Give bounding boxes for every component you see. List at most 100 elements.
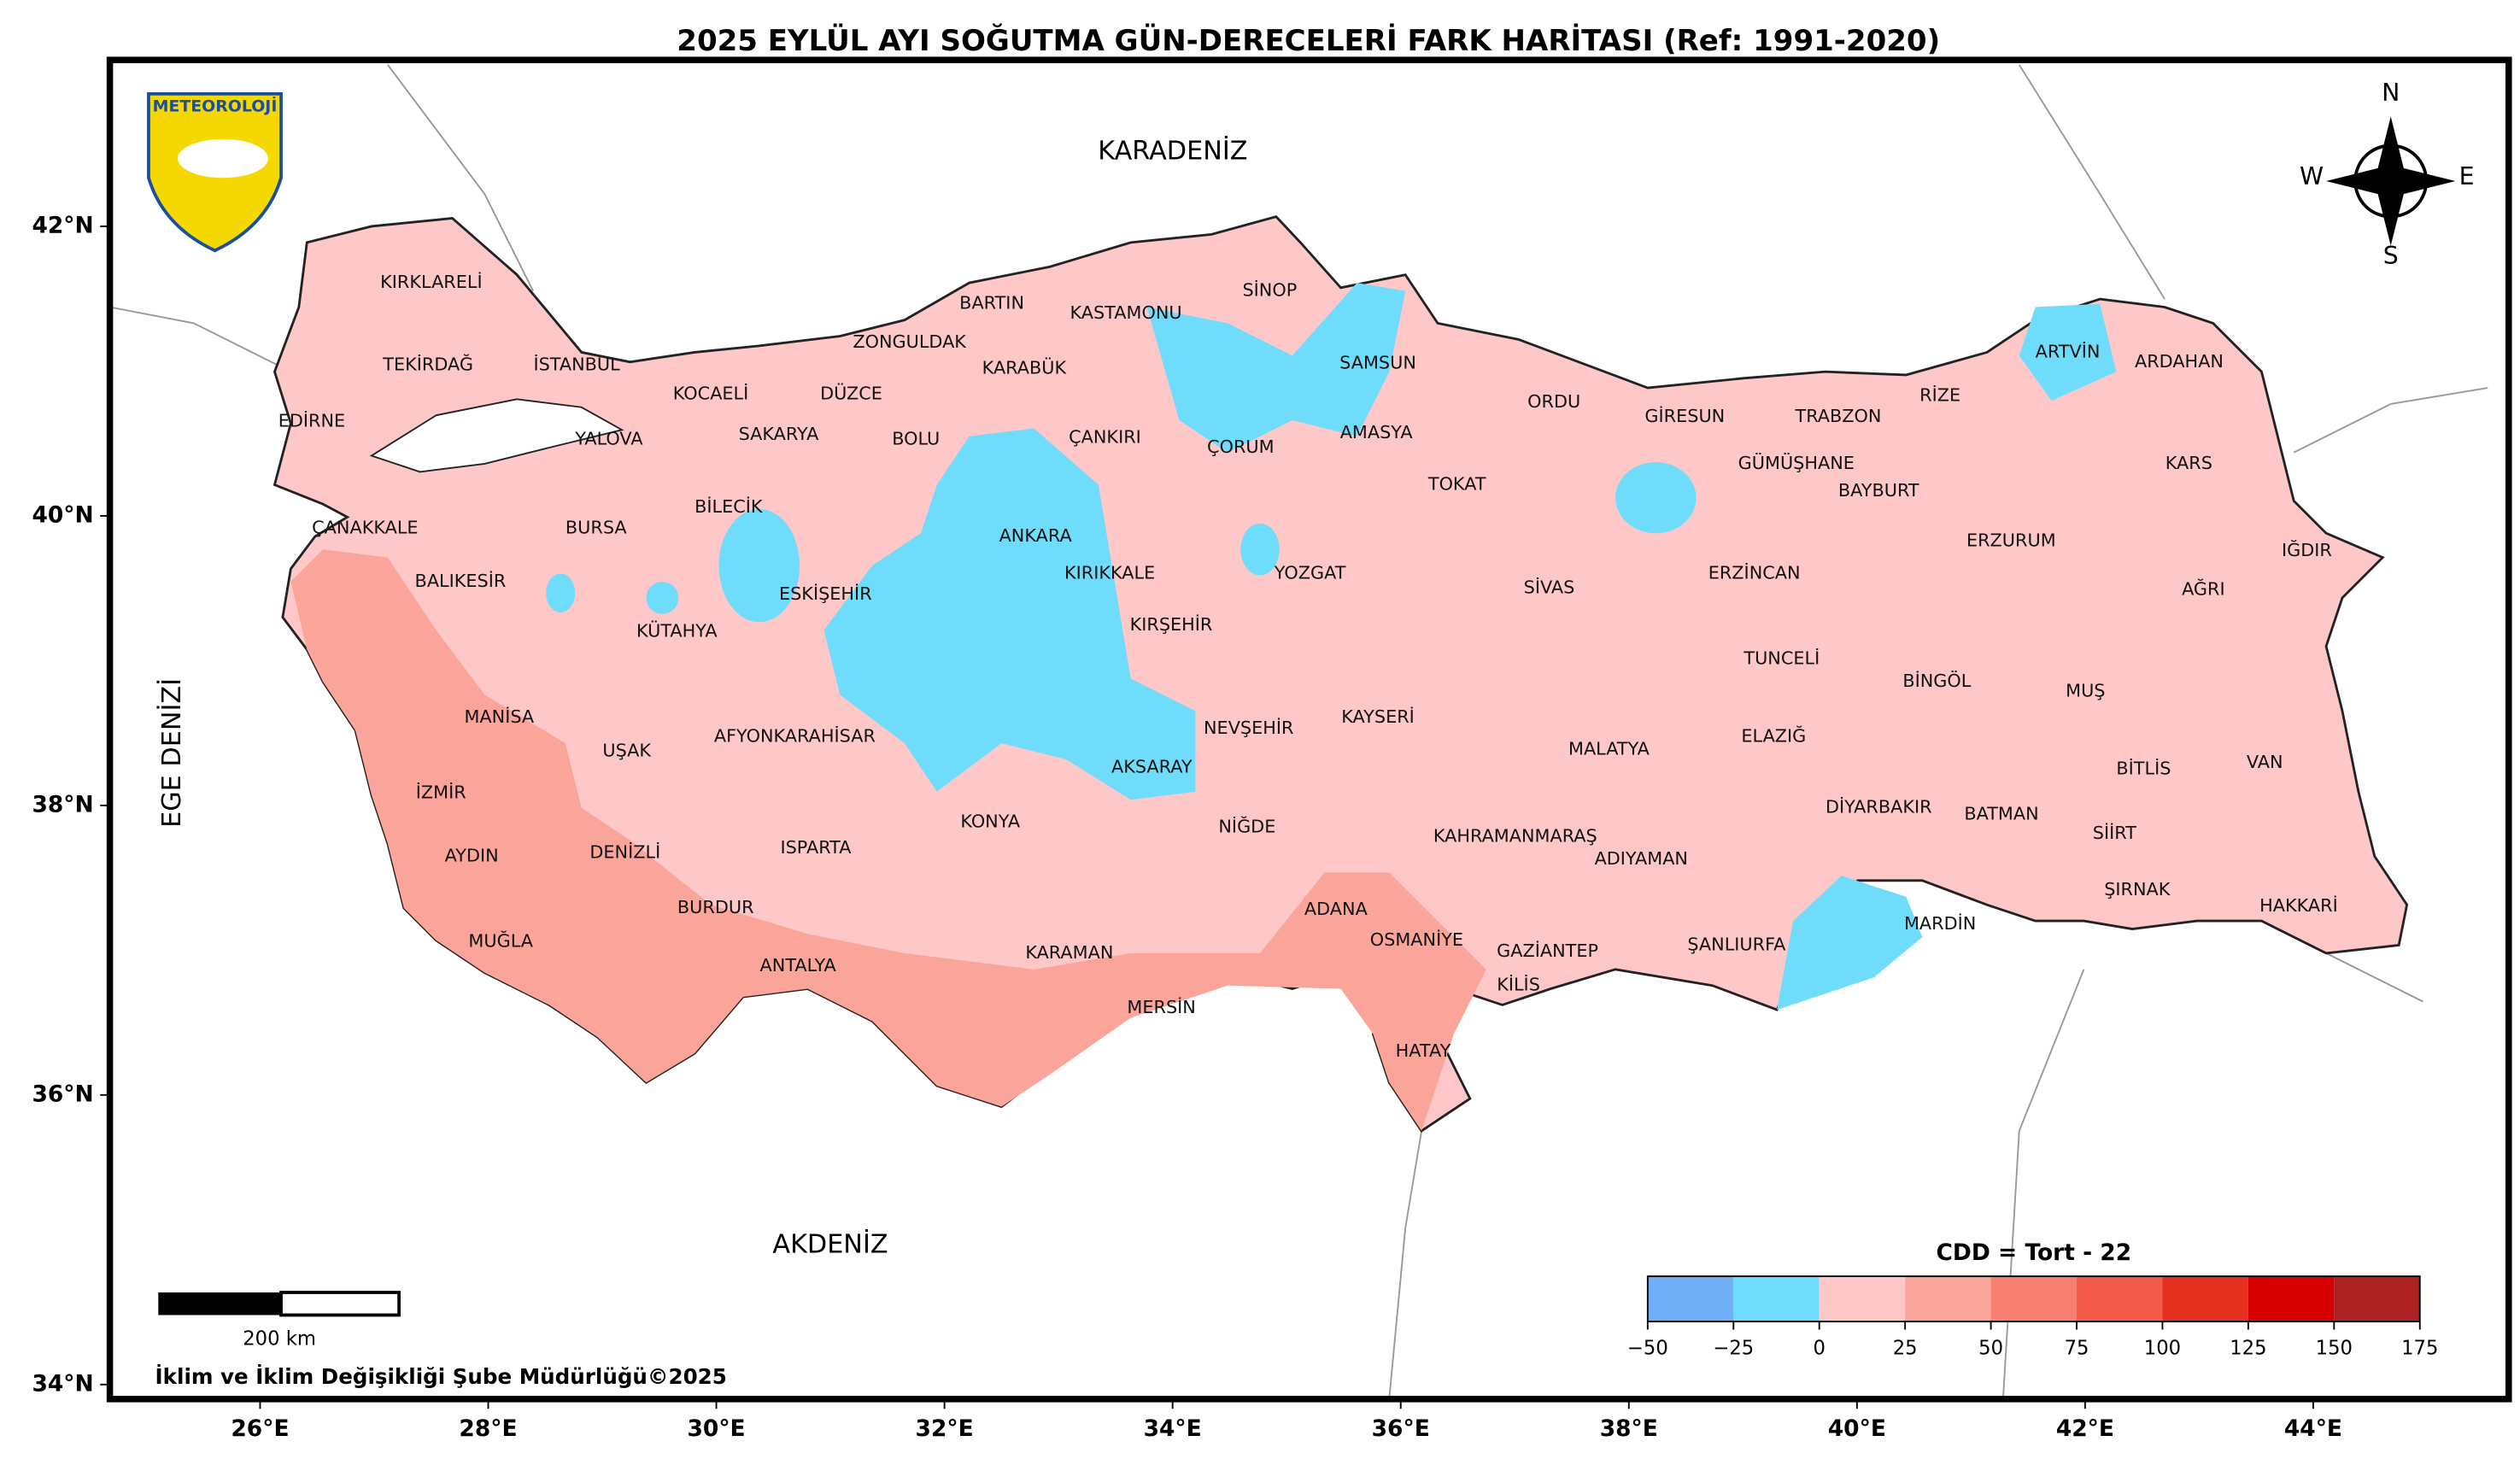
province-label: BİLECİK [694, 495, 764, 517]
colorbar-title: CDD = Tort - 22 [1936, 1239, 2131, 1266]
province-label: KONYA [960, 812, 1021, 832]
compass-w: W [2300, 162, 2324, 190]
province-label: ESKİŞEHİR [779, 583, 872, 604]
province-label: BATMAN [1964, 803, 2038, 823]
scale-bar-label: 200 km [243, 1327, 316, 1350]
compass-e: E [2459, 162, 2475, 190]
province-label: ŞANLIURFA [1687, 934, 1786, 954]
province-label: ANKARA [999, 525, 1073, 546]
scale-bar-black [158, 1292, 282, 1315]
province-label: İZMİR [416, 782, 466, 803]
colorbar-tick-label: −25 [1713, 1338, 1754, 1360]
province-label: BİNGÖL [1902, 670, 1971, 691]
province-label: ORDU [1527, 391, 1580, 412]
cool-region [1146, 283, 1406, 453]
scale-bar: 200 km [158, 1291, 401, 1350]
colorbar-tick-label: 150 [2316, 1338, 2353, 1360]
colorbar-segment [1647, 1276, 1734, 1322]
province-label: ÇANAKKALE [312, 518, 418, 538]
province-label: KOCAELİ [673, 383, 748, 404]
province-label: AKSARAY [1111, 756, 1193, 776]
map-area [109, 60, 2509, 1399]
province-label: MERSİN [1127, 996, 1195, 1017]
cool-region [1777, 876, 1923, 1011]
compass-rose [2326, 116, 2456, 246]
province-label: ÇANKIRI [1069, 427, 1141, 448]
y-tick-label: 42°N [32, 212, 93, 238]
province-label: ZONGULDAK [853, 331, 967, 352]
neighbor-borders [109, 64, 2488, 1399]
cool-region [718, 508, 800, 623]
province-label: ELAZIĞ [1741, 725, 1806, 747]
province-label: KIRŞEHİR [1130, 613, 1213, 635]
x-tick-label: 28°E [459, 1415, 517, 1442]
province-label: KARABÜK [982, 356, 1068, 378]
y-tick-label: 34°N [32, 1370, 93, 1397]
province-label: KIRKLARELİ [380, 271, 482, 292]
x-tick-label: 34°E [1144, 1415, 1202, 1442]
cool-region [546, 573, 576, 612]
province-label: ARDAHAN [2135, 351, 2224, 372]
province-label: UŞAK [602, 741, 652, 761]
province-label: TEKİRDAĞ [382, 354, 473, 375]
cool-region [646, 581, 679, 614]
province-label: KARS [2165, 453, 2212, 473]
province-label: KIRIKKALE [1064, 563, 1155, 583]
x-tick-label: 32°E [916, 1415, 974, 1442]
province-label: GÜMÜŞHANE [1738, 452, 1855, 473]
colorbar-tick-label: 175 [2401, 1338, 2438, 1360]
logo-cloud [178, 138, 268, 179]
cool-regions [546, 283, 2117, 1011]
y-tick-label: 38°N [32, 791, 93, 817]
cool-region [1240, 523, 1280, 576]
province-label: ANTALYA [760, 955, 837, 976]
scale-bar-white [279, 1291, 401, 1317]
cool-region [823, 428, 1196, 800]
province-label: ÇORUM [1207, 437, 1275, 457]
province-label: NEVŞEHİR [1204, 717, 1294, 738]
province-label: YALOVA [574, 429, 643, 449]
compass-ring [2353, 144, 2429, 219]
x-tick-label: 26°E [231, 1415, 289, 1442]
x-tick-label: 38°E [1600, 1415, 1658, 1442]
province-label: SİNOP [1242, 279, 1297, 301]
colorbar-segment [1990, 1276, 2078, 1322]
province-label: EDİRNE [278, 410, 345, 431]
province-label: BURSA [566, 518, 628, 538]
province-label: TUNCELİ [1743, 647, 1820, 669]
province-label: DİYARBAKIR [1826, 796, 1932, 817]
colorbar-tick-label: −50 [1627, 1338, 1668, 1360]
credit: İklim ve İklim Değişikliği Şube Müdürlüğ… [155, 1364, 727, 1389]
compass-n: N [2382, 79, 2400, 107]
colorbar-tick-label: 75 [2065, 1338, 2089, 1360]
province-label: KARAMAN [1025, 942, 1113, 963]
colorbar-frame [1646, 1275, 2421, 1323]
province-label: AFYONKARAHİSAR [714, 725, 876, 747]
province-label: ARTVİN [2036, 340, 2101, 361]
cool-region [2019, 303, 2117, 401]
province-label: SAKARYA [739, 424, 820, 444]
province-label: BAYBURT [1838, 480, 1919, 501]
colorbar-segment [1819, 1276, 1906, 1322]
province-label: BALIKESİR [415, 570, 507, 591]
logo-text: METEOROLOJİ [153, 96, 278, 116]
x-tick-label: 44°E [2284, 1415, 2342, 1442]
logo: METEOROLOJİ [147, 91, 283, 253]
province-label: IĞDIR [2282, 539, 2332, 560]
province-label: TOKAT [1427, 474, 1486, 495]
province-label: ADIYAMAN [1595, 848, 1688, 869]
province-label: MANİSA [464, 706, 534, 727]
province-label: DENİZLİ [589, 841, 660, 863]
x-tick-label: 30°E [687, 1415, 745, 1442]
colorbar-tick-label: 50 [1978, 1338, 2003, 1360]
colorbar-tick-label: 0 [1813, 1338, 1825, 1360]
x-tick-label: 36°E [1372, 1415, 1430, 1442]
colorbar-segment [2162, 1276, 2248, 1322]
province-label: ERZURUM [1966, 530, 2056, 551]
province-label: GAZİANTEP [1497, 940, 1598, 961]
colorbar-segment [1733, 1276, 1820, 1322]
sea-label: KARADENİZ [1098, 135, 1247, 166]
x-tick-label: 40°E [1828, 1415, 1886, 1442]
province-label: TRABZON [1794, 406, 1881, 426]
